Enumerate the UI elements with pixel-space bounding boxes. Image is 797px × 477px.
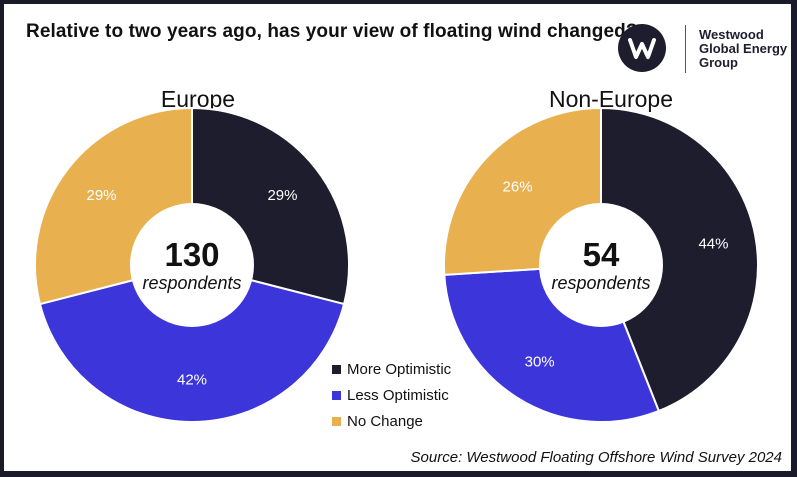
non-europe-respondents-label: respondents [551,273,650,293]
logo-text-line3: Group [699,55,738,70]
legend-label: No Change [347,412,423,430]
europe-respondents-label: respondents [142,273,241,293]
logo-text-line2: Global Energy [699,41,788,56]
source-note: Source: Westwood Floating Offshore Wind … [410,449,782,466]
non-europe-slice-label: 44% [698,236,728,253]
legend-swatch-less-optimistic [332,390,341,400]
legend-label: More Optimistic [347,360,452,378]
europe-respondent-count: 130 [164,236,219,273]
europe-donut-hole [130,203,254,327]
legend: More Optimistic Less Optimistic No Chang… [332,356,451,434]
w-letter-icon [628,38,656,59]
legend-label: Less Optimistic [347,386,449,404]
europe-slice-label: 29% [267,187,297,204]
legend-item-more-optimistic: More Optimistic [332,356,451,382]
non-europe-respondent-count: 54 [583,236,620,273]
legend-item-less-optimistic: Less Optimistic [332,382,451,408]
europe-slice-label: 29% [87,187,117,204]
non-europe-slice-label: 26% [503,179,533,196]
non-europe-donut-hole [539,203,663,327]
non-europe-slice-more-optimistic [600,106,759,413]
chart-title: Relative to two years ago, has your view… [26,21,638,42]
legend-swatch-more-optimistic [332,364,341,374]
legend-item-no-change: No Change [332,408,451,434]
non-europe-slice-label: 30% [525,354,555,371]
europe-slice-less-optimistic [38,263,346,424]
logo-divider [685,25,686,73]
westwood-logo-icon [618,24,666,72]
legend-swatch-no-change [332,416,341,426]
europe-slice-label: 42% [177,372,207,389]
logo-text-line1: Westwood [699,27,764,42]
